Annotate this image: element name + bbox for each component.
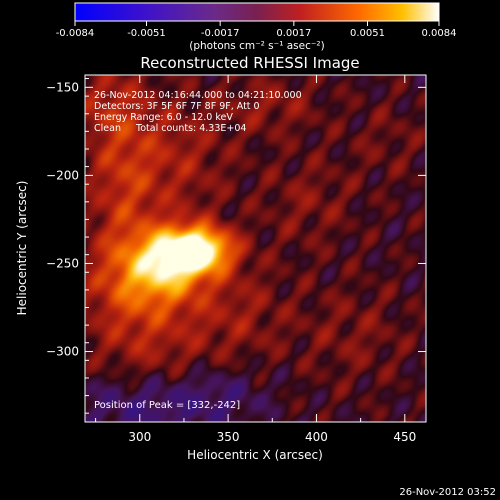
x-tick-label: 350 (217, 430, 240, 444)
annotation-line: Energy Range: 6.0 - 12.0 keV (94, 112, 233, 123)
timestamp: 26-Nov-2012 03:52 (399, 487, 496, 498)
x-tick-label: 400 (305, 430, 328, 444)
colorbar-tick-label: 0.0051 (350, 28, 385, 39)
colorbar-unit-label: (photons cm⁻² s⁻¹ asec⁻²) (189, 40, 324, 52)
axes: 300 350 400 450 −150 −200 −250 −300 (46, 75, 426, 444)
annotation-line: 26-Nov-2012 04:16:44.000 to 04:21:10.000 (94, 90, 302, 101)
x-tick-label: 300 (128, 430, 151, 444)
colorbar-tick-label: -0.0051 (127, 28, 166, 39)
annotation-line: Detectors: 3F 5F 6F 7F 8F 9F, Att 0 (94, 101, 260, 112)
heatmap-image (85, 75, 426, 422)
y-tick-label: −300 (46, 345, 79, 359)
colorbar (74, 2, 440, 22)
heatmap-raster (85, 75, 426, 422)
colorbar-ticks: -0.0084 -0.0051 -0.0017 0.0017 0.0051 0.0084 (56, 21, 457, 39)
colorbar-tick-label: -0.0084 (56, 28, 95, 39)
peak-position-label: Position of Peak = [332,-242] (94, 400, 240, 411)
y-tick-label: −150 (46, 80, 79, 94)
y-tick-label: −250 (46, 256, 79, 270)
colorbar-tick-label: -0.0017 (201, 28, 240, 39)
x-axis-label: Heliocentric X (arcsec) (187, 448, 323, 462)
x-tick-label: 450 (393, 430, 416, 444)
annotations: 26-Nov-2012 04:16:44.000 to 04:21:10.000… (94, 90, 302, 134)
annotation-line: Clean Total counts: 4.33E+04 (94, 123, 246, 134)
colorbar-tick-label: 0.0084 (422, 28, 457, 39)
chart-title: Reconstructed RHESSI Image (140, 54, 359, 72)
plot-frame (84, 74, 427, 423)
y-tick-label: −200 (46, 168, 79, 182)
colorbar-tick-label: 0.0017 (276, 28, 311, 39)
y-axis-label: Heliocentric Y (arcsec) (15, 181, 29, 316)
